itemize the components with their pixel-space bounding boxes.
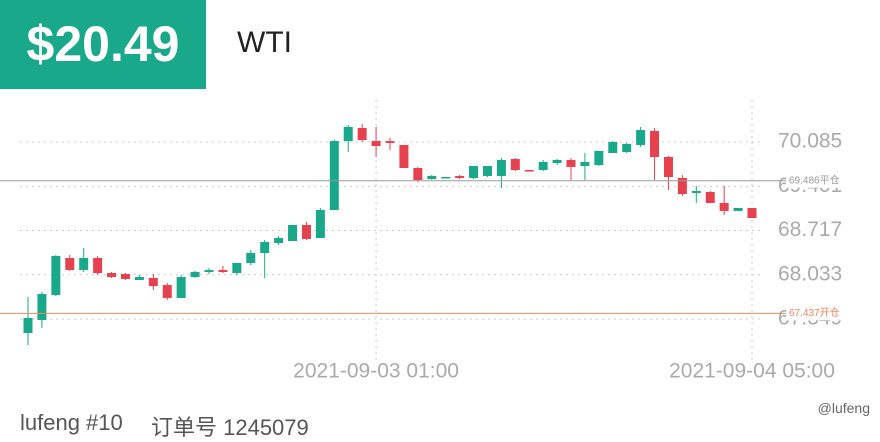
candle-body (719, 203, 729, 211)
candle-body (232, 262, 242, 274)
candle-body (566, 159, 576, 167)
price: $20.49 (0, 0, 206, 89)
candle-body (677, 177, 687, 195)
candle-body (663, 157, 673, 177)
candle-body (747, 207, 757, 219)
y-tick-label: 68.717 (778, 218, 842, 241)
candle-body (93, 258, 103, 274)
candle-body (218, 269, 228, 272)
candle-body (37, 293, 47, 320)
candle-body (622, 143, 632, 153)
candle-body (79, 258, 89, 270)
candle-body (510, 159, 520, 171)
candle-body (580, 161, 590, 166)
y-tick-label: 70.085 (778, 130, 842, 153)
watermark: @lufeng (817, 400, 870, 416)
candle-body (594, 150, 604, 166)
candle-body (427, 175, 437, 180)
order-number: 订单号 1245079 (151, 415, 309, 440)
candle-body (204, 269, 214, 272)
candle-body (329, 141, 339, 210)
candle-body (650, 130, 660, 158)
reference-label-bg (786, 173, 860, 188)
candle-body (441, 176, 451, 179)
candle-body (733, 207, 743, 211)
candle-body (608, 141, 618, 153)
candle-body (246, 253, 256, 263)
reference-label: 67.437开仓 (789, 306, 840, 319)
candle-body (51, 255, 61, 296)
candle-body (705, 192, 715, 204)
reference-label-bg (786, 306, 860, 321)
candle-body (552, 159, 562, 164)
symbol: WTI (237, 26, 292, 59)
candle-body (636, 130, 646, 145)
candle-body (301, 225, 311, 239)
candle-body (107, 273, 117, 278)
user: lufeng #10 (20, 410, 123, 435)
candle-body (371, 141, 381, 147)
candle-body (691, 190, 701, 193)
reference-label: 69.486平仓 (789, 173, 840, 186)
y-tick-label: 68.033 (778, 262, 842, 285)
x-tick-label: 2021-09-04 05:00 (669, 360, 835, 383)
candle-body (482, 165, 492, 176)
candle-body (343, 126, 353, 142)
candle-body (538, 161, 548, 171)
candle-body (385, 141, 395, 143)
candle-body (134, 277, 144, 280)
candle-body (469, 165, 479, 178)
candle-body (288, 225, 298, 241)
candle-body (162, 284, 172, 298)
candle-body (148, 277, 158, 287)
candle-body (120, 273, 130, 280)
candle-body (413, 168, 423, 180)
candle-body (496, 159, 506, 176)
candle-body (65, 258, 75, 270)
x-tick-label: 2021-09-03 01:00 (293, 360, 459, 383)
candle-body (455, 175, 465, 178)
candle-body (274, 238, 284, 243)
candle-body (260, 242, 270, 254)
candle-body (190, 271, 200, 278)
candle-body (357, 128, 367, 140)
candle-body (524, 170, 534, 172)
candle-body (23, 317, 33, 333)
candle-body (399, 144, 409, 169)
candle-body (315, 209, 325, 239)
candle-body (176, 277, 186, 298)
